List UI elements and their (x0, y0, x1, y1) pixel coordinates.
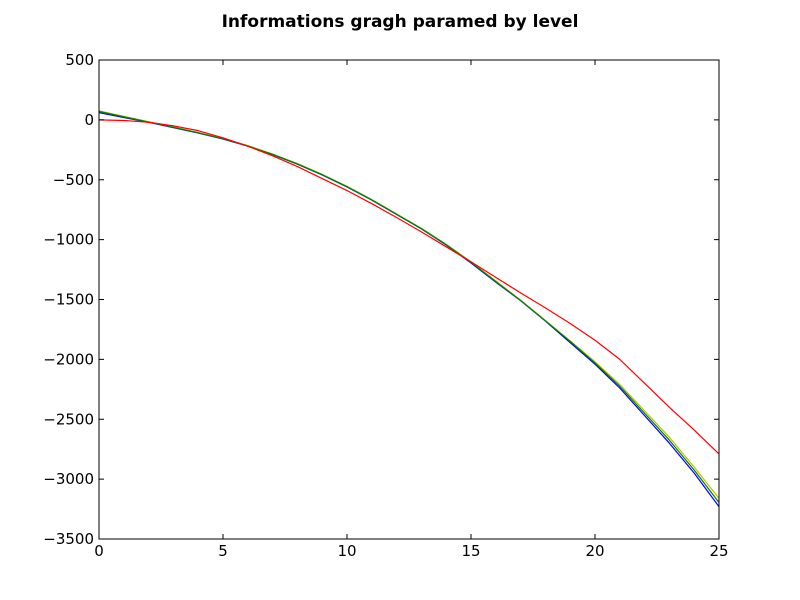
chart-title: Informations gragh paramed by level (222, 12, 579, 32)
y-tick-label: −2000 (43, 350, 94, 368)
y-tick-label: −1500 (43, 291, 94, 309)
x-tick-label: 25 (709, 542, 728, 560)
y-tick-label: −3500 (43, 530, 94, 548)
series-line-2 (99, 110, 719, 503)
x-tick-label: 0 (94, 542, 104, 560)
y-tick-label: −500 (53, 171, 94, 189)
series-line-3 (99, 119, 719, 455)
series-line-0 (99, 112, 719, 508)
y-tick-label: 0 (84, 111, 94, 129)
x-tick-label: 20 (585, 542, 604, 560)
series-line-1 (99, 110, 719, 499)
plot-area: 0 5 10 15 20 25 500 0 −500 −1000 −1500 −2000 −2500 −3… (43, 51, 728, 560)
y-tick-label: −1000 (43, 231, 94, 249)
x-tick-label: 10 (337, 542, 356, 560)
y-tick-label: −2500 (43, 410, 94, 428)
y-tick-label: 500 (65, 51, 94, 69)
x-tick-label: 15 (461, 542, 480, 560)
y-tick-label: −3000 (43, 470, 94, 488)
x-tick-label: 5 (218, 542, 228, 560)
